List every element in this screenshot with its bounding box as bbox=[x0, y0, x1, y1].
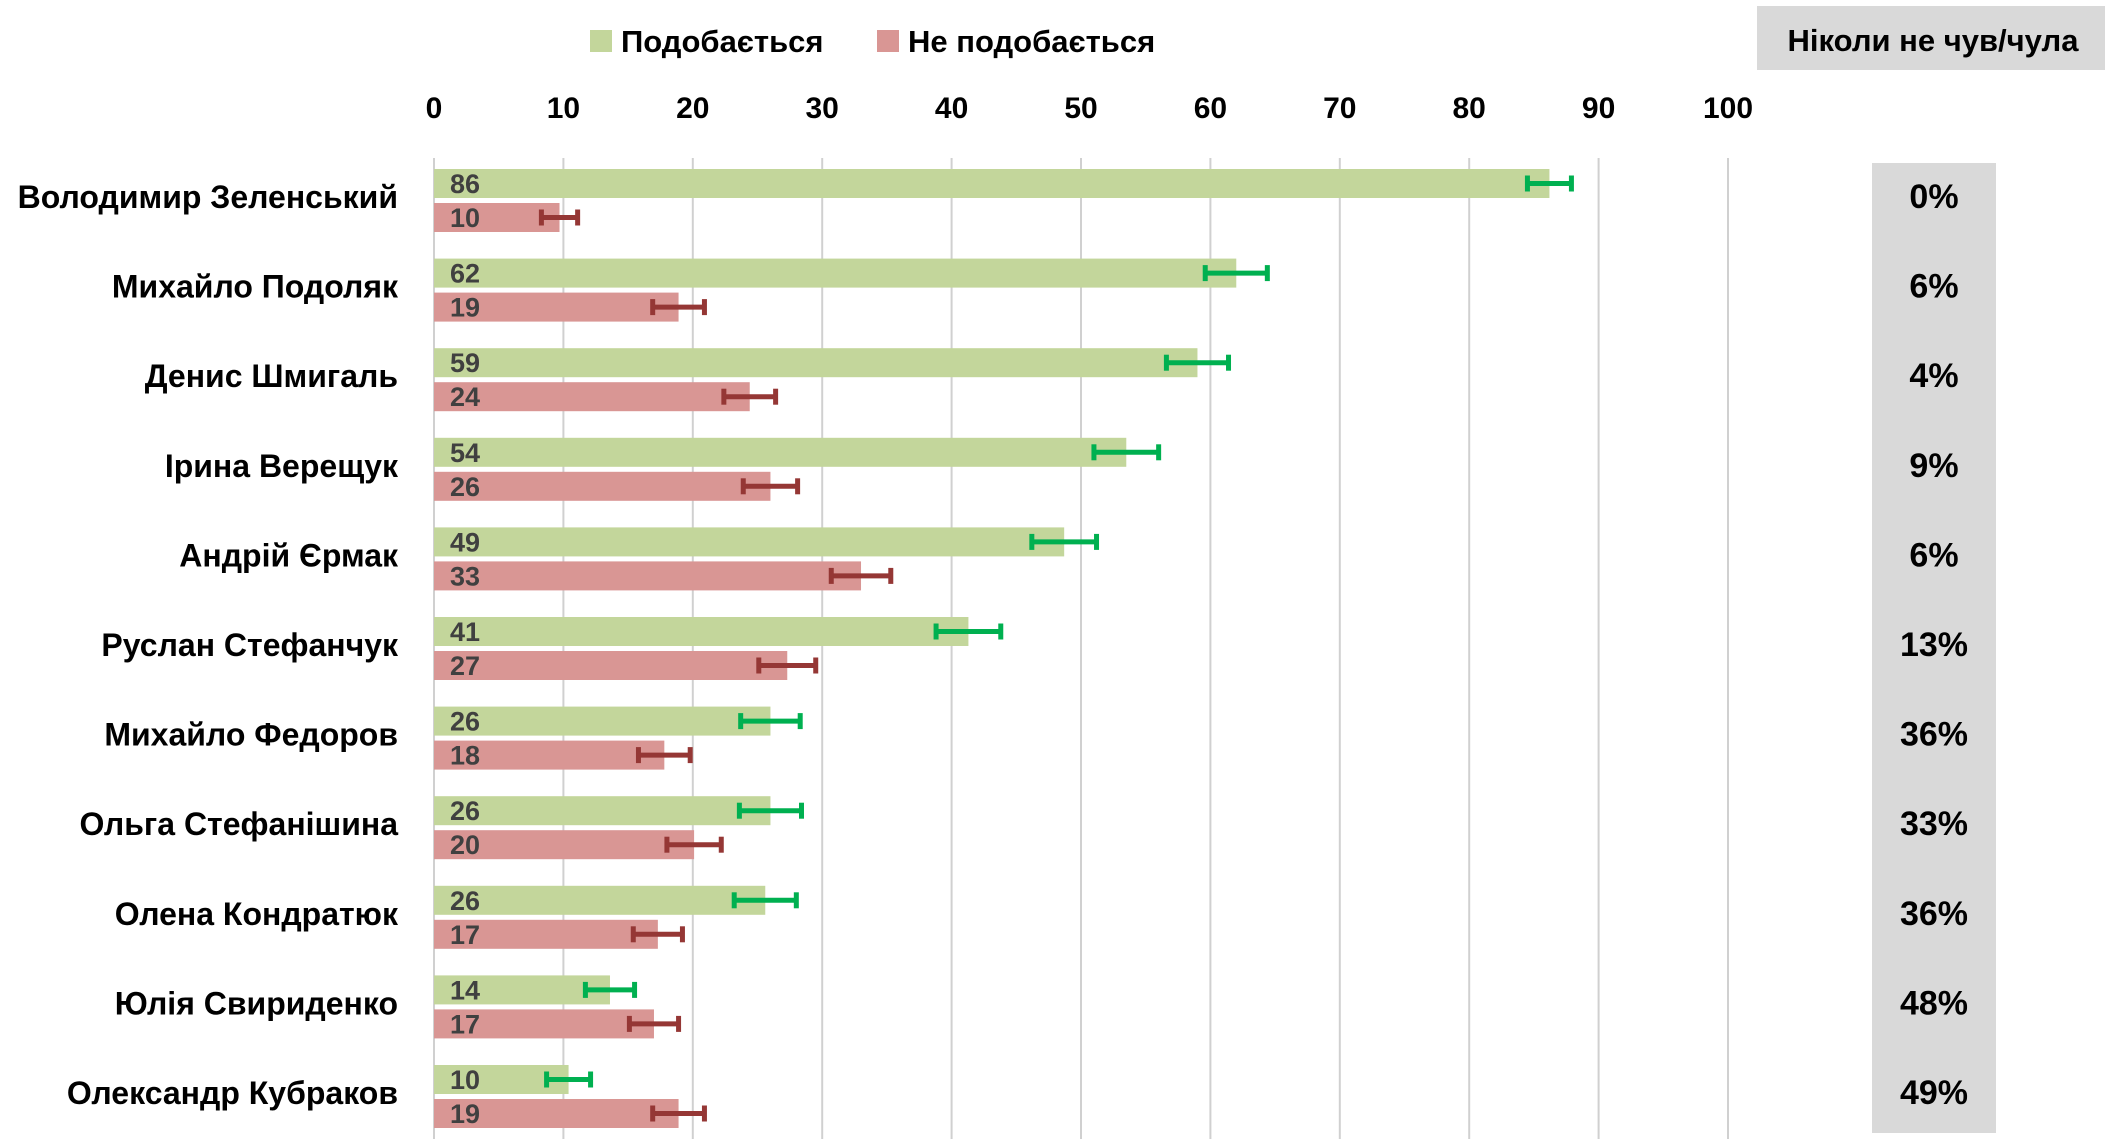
category-label: Олександр Кубраков bbox=[67, 1075, 398, 1111]
bar-like bbox=[434, 437, 1127, 467]
bar-dislike bbox=[434, 471, 771, 501]
data-label-like: 41 bbox=[450, 617, 480, 647]
data-label-like: 62 bbox=[450, 259, 480, 289]
data-label-dislike: 17 bbox=[450, 1009, 480, 1039]
bar-like bbox=[434, 975, 610, 1005]
never-heard-header-label: Ніколи не чув/чула bbox=[1788, 23, 2080, 58]
never-heard-panel bbox=[1872, 163, 1996, 1133]
never-heard-value: 6% bbox=[1909, 268, 1958, 306]
data-label-dislike: 18 bbox=[450, 741, 480, 771]
category-label: Володимир Зеленський bbox=[18, 179, 398, 215]
data-label-dislike: 24 bbox=[450, 382, 480, 412]
x-tick-label: 40 bbox=[935, 92, 968, 125]
bar-dislike bbox=[434, 203, 560, 232]
legend: Подобається Не подобається bbox=[590, 24, 1155, 59]
bars: 86 10 62 19 59 24 54 26 49 33 41 27 26 18 26 20 26 17 14 17… bbox=[434, 169, 1574, 1129]
bar-dislike bbox=[434, 382, 750, 412]
bar-dislike bbox=[434, 651, 788, 680]
x-tick-label: 20 bbox=[676, 92, 709, 125]
data-label-dislike: 26 bbox=[450, 472, 480, 502]
category-label: Олена Кондратюк bbox=[115, 896, 399, 932]
gridlines bbox=[433, 158, 1729, 1139]
never-heard-value: 6% bbox=[1909, 536, 1958, 574]
category-label: Ольга Стефанішина bbox=[79, 806, 398, 842]
bar-dislike bbox=[434, 1009, 654, 1039]
data-label-dislike: 19 bbox=[450, 1099, 480, 1129]
x-tick-label: 30 bbox=[806, 92, 839, 125]
category-label: Ірина Верещук bbox=[165, 448, 399, 484]
never-heard-value: 0% bbox=[1909, 178, 1958, 216]
never-heard-value: 4% bbox=[1909, 357, 1958, 395]
bar-like bbox=[434, 169, 1550, 198]
data-label-like: 26 bbox=[450, 796, 480, 826]
bar-dislike bbox=[434, 830, 695, 860]
data-label-dislike: 33 bbox=[450, 561, 480, 591]
never-heard-value: 49% bbox=[1900, 1074, 1968, 1112]
data-label-like: 54 bbox=[450, 438, 480, 468]
x-tick-label: 100 bbox=[1703, 92, 1753, 125]
category-label: Михайло Федоров bbox=[104, 717, 398, 753]
x-tick-label: 70 bbox=[1323, 92, 1356, 125]
data-label-dislike: 19 bbox=[450, 293, 480, 323]
data-label-like: 26 bbox=[450, 707, 480, 737]
category-label: Михайло Подоляк bbox=[112, 269, 399, 305]
never-heard-value: 48% bbox=[1900, 984, 1968, 1022]
never-heard-value: 13% bbox=[1900, 626, 1968, 664]
bar-dislike bbox=[434, 919, 658, 949]
legend-swatch-like bbox=[590, 30, 612, 52]
data-label-like: 26 bbox=[450, 886, 480, 916]
x-tick-label: 90 bbox=[1582, 92, 1615, 125]
never-heard-value: 36% bbox=[1900, 895, 1968, 933]
category-label: Юлія Свириденко bbox=[115, 985, 398, 1021]
bar-like bbox=[434, 885, 766, 915]
category-label: Андрій Єрмак bbox=[179, 537, 399, 573]
never-heard-value: 9% bbox=[1909, 447, 1958, 485]
bar-dislike bbox=[434, 561, 862, 591]
bar-like bbox=[434, 527, 1065, 557]
x-tick-label: 0 bbox=[426, 92, 443, 125]
bar-like bbox=[434, 348, 1198, 378]
data-label-dislike: 17 bbox=[450, 920, 480, 950]
category-label: Руслан Стефанчук bbox=[101, 627, 399, 663]
data-label-like: 10 bbox=[450, 1065, 480, 1095]
data-label-like: 59 bbox=[450, 348, 480, 378]
x-axis-ticks: 0 10 20 30 40 50 60 70 80 90 100 bbox=[426, 92, 1753, 125]
bar-dislike bbox=[434, 740, 665, 770]
bar-like bbox=[434, 796, 771, 826]
legend-label-like: Подобається bbox=[621, 24, 824, 59]
x-tick-label: 80 bbox=[1453, 92, 1486, 125]
bar-like bbox=[434, 258, 1237, 288]
data-label-dislike: 20 bbox=[450, 830, 480, 860]
x-tick-label: 10 bbox=[547, 92, 580, 125]
x-tick-label: 50 bbox=[1064, 92, 1097, 125]
category-labels: Володимир Зеленський Михайло Подоляк Денис… bbox=[18, 179, 399, 1111]
legend-label-dislike: Не подобається bbox=[908, 24, 1155, 59]
data-label-like: 14 bbox=[450, 975, 480, 1005]
bar-dislike bbox=[434, 1099, 679, 1128]
data-label-dislike: 10 bbox=[450, 203, 480, 233]
bar-like bbox=[434, 617, 969, 646]
never-heard-value: 33% bbox=[1900, 805, 1968, 843]
data-label-like: 86 bbox=[450, 169, 480, 199]
never-heard-value: 36% bbox=[1900, 716, 1968, 754]
data-label-dislike: 27 bbox=[450, 651, 480, 681]
bar-like bbox=[434, 706, 771, 736]
data-label-like: 49 bbox=[450, 527, 480, 557]
x-tick-label: 60 bbox=[1194, 92, 1227, 125]
legend-swatch-dislike bbox=[877, 30, 899, 52]
never-heard-values: 0% 6% 4% 9% 6% 13% 36% 33% 36% 48% 49% bbox=[1900, 178, 1968, 1112]
category-label: Денис Шмигаль bbox=[145, 358, 398, 394]
bar-dislike bbox=[434, 292, 679, 322]
never-heard-header-box bbox=[1757, 6, 2105, 70]
never-heard-header: Ніколи не чув/чула bbox=[1757, 6, 2105, 70]
